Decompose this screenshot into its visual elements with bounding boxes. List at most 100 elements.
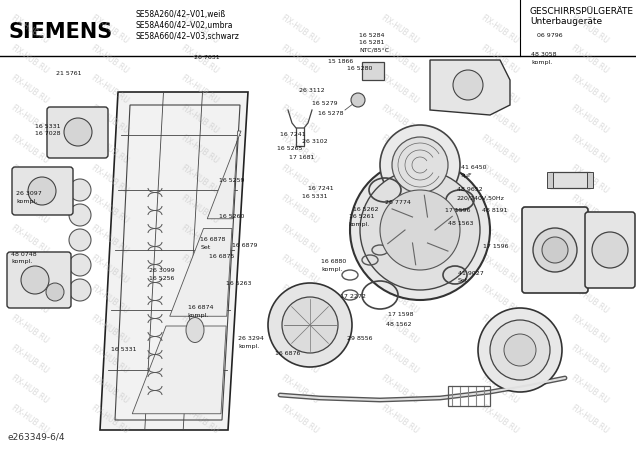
- FancyBboxPatch shape: [7, 252, 71, 308]
- Text: FIX-HUB.RU: FIX-HUB.RU: [279, 74, 321, 106]
- Bar: [547, 172, 553, 188]
- Text: FIX-HUB.RU: FIX-HUB.RU: [10, 344, 50, 376]
- Text: FIX-HUB.RU: FIX-HUB.RU: [569, 284, 611, 316]
- Text: GESCHIRRSPÜLGERÄTE: GESCHIRRSPÜLGERÄTE: [530, 7, 634, 16]
- Circle shape: [380, 125, 460, 205]
- Circle shape: [350, 160, 490, 300]
- Circle shape: [282, 297, 338, 353]
- Polygon shape: [207, 131, 241, 219]
- Text: 16 6880: 16 6880: [321, 259, 347, 265]
- Text: FIX-HUB.RU: FIX-HUB.RU: [10, 44, 50, 76]
- Text: 16 5331: 16 5331: [111, 346, 137, 352]
- Text: 16 6875: 16 6875: [209, 254, 234, 259]
- Circle shape: [490, 320, 550, 380]
- Circle shape: [504, 334, 536, 366]
- Text: 21 5761: 21 5761: [56, 71, 81, 76]
- Text: FIX-HUB.RU: FIX-HUB.RU: [90, 224, 130, 256]
- Text: FIX-HUB.RU: FIX-HUB.RU: [179, 404, 221, 436]
- Text: 220/240V,50Hz: 220/240V,50Hz: [457, 195, 504, 200]
- Text: FIX-HUB.RU: FIX-HUB.RU: [179, 74, 221, 106]
- Text: 29 8556: 29 8556: [347, 336, 372, 342]
- Text: SE58A260/42–V01,weiß: SE58A260/42–V01,weiß: [135, 10, 225, 19]
- Text: FIX-HUB.RU: FIX-HUB.RU: [380, 14, 420, 46]
- Text: 26 7631: 26 7631: [194, 55, 219, 60]
- Text: kompl.: kompl.: [349, 222, 370, 227]
- Text: 16 5279: 16 5279: [312, 101, 337, 107]
- Text: FIX-HUB.RU: FIX-HUB.RU: [480, 134, 520, 166]
- Text: kompl.: kompl.: [238, 344, 259, 349]
- Text: FIX-HUB.RU: FIX-HUB.RU: [179, 284, 221, 316]
- Text: 16 5259: 16 5259: [219, 178, 245, 184]
- Text: kompl.: kompl.: [531, 59, 552, 65]
- FancyBboxPatch shape: [47, 107, 108, 158]
- Text: FIX-HUB.RU: FIX-HUB.RU: [380, 134, 420, 166]
- Text: FIX-HUB.RU: FIX-HUB.RU: [179, 344, 221, 376]
- Circle shape: [360, 170, 480, 290]
- Circle shape: [69, 279, 91, 301]
- Text: 16 6879: 16 6879: [232, 243, 258, 248]
- Text: FIX-HUB.RU: FIX-HUB.RU: [279, 344, 321, 376]
- Text: FIX-HUB.RU: FIX-HUB.RU: [480, 314, 520, 346]
- Text: FIX-HUB.RU: FIX-HUB.RU: [10, 74, 50, 106]
- Text: FIX-HUB.RU: FIX-HUB.RU: [569, 14, 611, 46]
- Text: FIX-HUB.RU: FIX-HUB.RU: [90, 44, 130, 76]
- Text: FIX-HUB.RU: FIX-HUB.RU: [380, 314, 420, 346]
- Text: FIX-HUB.RU: FIX-HUB.RU: [10, 404, 50, 436]
- Text: FIX-HUB.RU: FIX-HUB.RU: [380, 374, 420, 406]
- Text: NTC/85°C: NTC/85°C: [359, 48, 389, 53]
- Circle shape: [69, 254, 91, 276]
- Circle shape: [69, 179, 91, 201]
- Circle shape: [351, 93, 365, 107]
- Text: 48 9652: 48 9652: [457, 187, 482, 193]
- Text: 16 7028: 16 7028: [35, 131, 60, 136]
- Text: FIX-HUB.RU: FIX-HUB.RU: [90, 344, 130, 376]
- Text: FIX-HUB.RU: FIX-HUB.RU: [480, 254, 520, 286]
- Text: FIX-HUB.RU: FIX-HUB.RU: [10, 164, 50, 196]
- Text: FIX-HUB.RU: FIX-HUB.RU: [569, 404, 611, 436]
- Text: FIX-HUB.RU: FIX-HUB.RU: [90, 104, 130, 136]
- Text: FIX-HUB.RU: FIX-HUB.RU: [179, 44, 221, 76]
- Text: FIX-HUB.RU: FIX-HUB.RU: [569, 224, 611, 256]
- Text: SE58A460/42–V02,umbra: SE58A460/42–V02,umbra: [135, 21, 233, 30]
- Circle shape: [268, 283, 352, 367]
- Text: FIX-HUB.RU: FIX-HUB.RU: [380, 194, 420, 226]
- Text: 26 3097: 26 3097: [16, 191, 41, 196]
- Bar: [550, 172, 590, 188]
- Circle shape: [592, 232, 628, 268]
- Circle shape: [478, 308, 562, 392]
- Text: FIX-HUB.RU: FIX-HUB.RU: [10, 374, 50, 406]
- Text: FIX-HUB.RU: FIX-HUB.RU: [279, 44, 321, 76]
- Text: FIX-HUB.RU: FIX-HUB.RU: [10, 104, 50, 136]
- Text: FIX-HUB.RU: FIX-HUB.RU: [179, 14, 221, 46]
- Text: FIX-HUB.RU: FIX-HUB.RU: [279, 14, 321, 46]
- Text: FIX-HUB.RU: FIX-HUB.RU: [380, 344, 420, 376]
- Text: FIX-HUB.RU: FIX-HUB.RU: [279, 224, 321, 256]
- Text: 26 7774: 26 7774: [385, 200, 411, 205]
- Text: FIX-HUB.RU: FIX-HUB.RU: [380, 74, 420, 106]
- Text: 16 5263: 16 5263: [226, 281, 251, 286]
- Text: FIX-HUB.RU: FIX-HUB.RU: [380, 224, 420, 256]
- FancyBboxPatch shape: [585, 212, 635, 288]
- Text: 16 6874: 16 6874: [188, 305, 213, 310]
- Bar: [448, 386, 490, 406]
- Text: kompl.: kompl.: [321, 267, 342, 272]
- Text: FIX-HUB.RU: FIX-HUB.RU: [480, 344, 520, 376]
- Text: 41 6450: 41 6450: [461, 165, 487, 171]
- Text: 26 3112: 26 3112: [299, 87, 324, 93]
- Text: FIX-HUB.RU: FIX-HUB.RU: [480, 224, 520, 256]
- Text: FIX-HUB.RU: FIX-HUB.RU: [569, 104, 611, 136]
- Circle shape: [69, 204, 91, 226]
- Text: FIX-HUB.RU: FIX-HUB.RU: [569, 314, 611, 346]
- Bar: [362, 62, 384, 80]
- Text: FIX-HUB.RU: FIX-HUB.RU: [90, 164, 130, 196]
- Text: 16 5331: 16 5331: [35, 123, 60, 129]
- Text: 26 3102: 26 3102: [302, 139, 328, 144]
- Bar: [587, 172, 593, 188]
- Text: kompl.: kompl.: [16, 198, 37, 204]
- Text: FIX-HUB.RU: FIX-HUB.RU: [279, 284, 321, 316]
- Text: FIX-HUB.RU: FIX-HUB.RU: [380, 404, 420, 436]
- Text: 17 1598: 17 1598: [388, 311, 413, 317]
- Polygon shape: [132, 326, 226, 414]
- Text: Set: Set: [458, 278, 468, 284]
- Text: 17 1596: 17 1596: [445, 207, 471, 213]
